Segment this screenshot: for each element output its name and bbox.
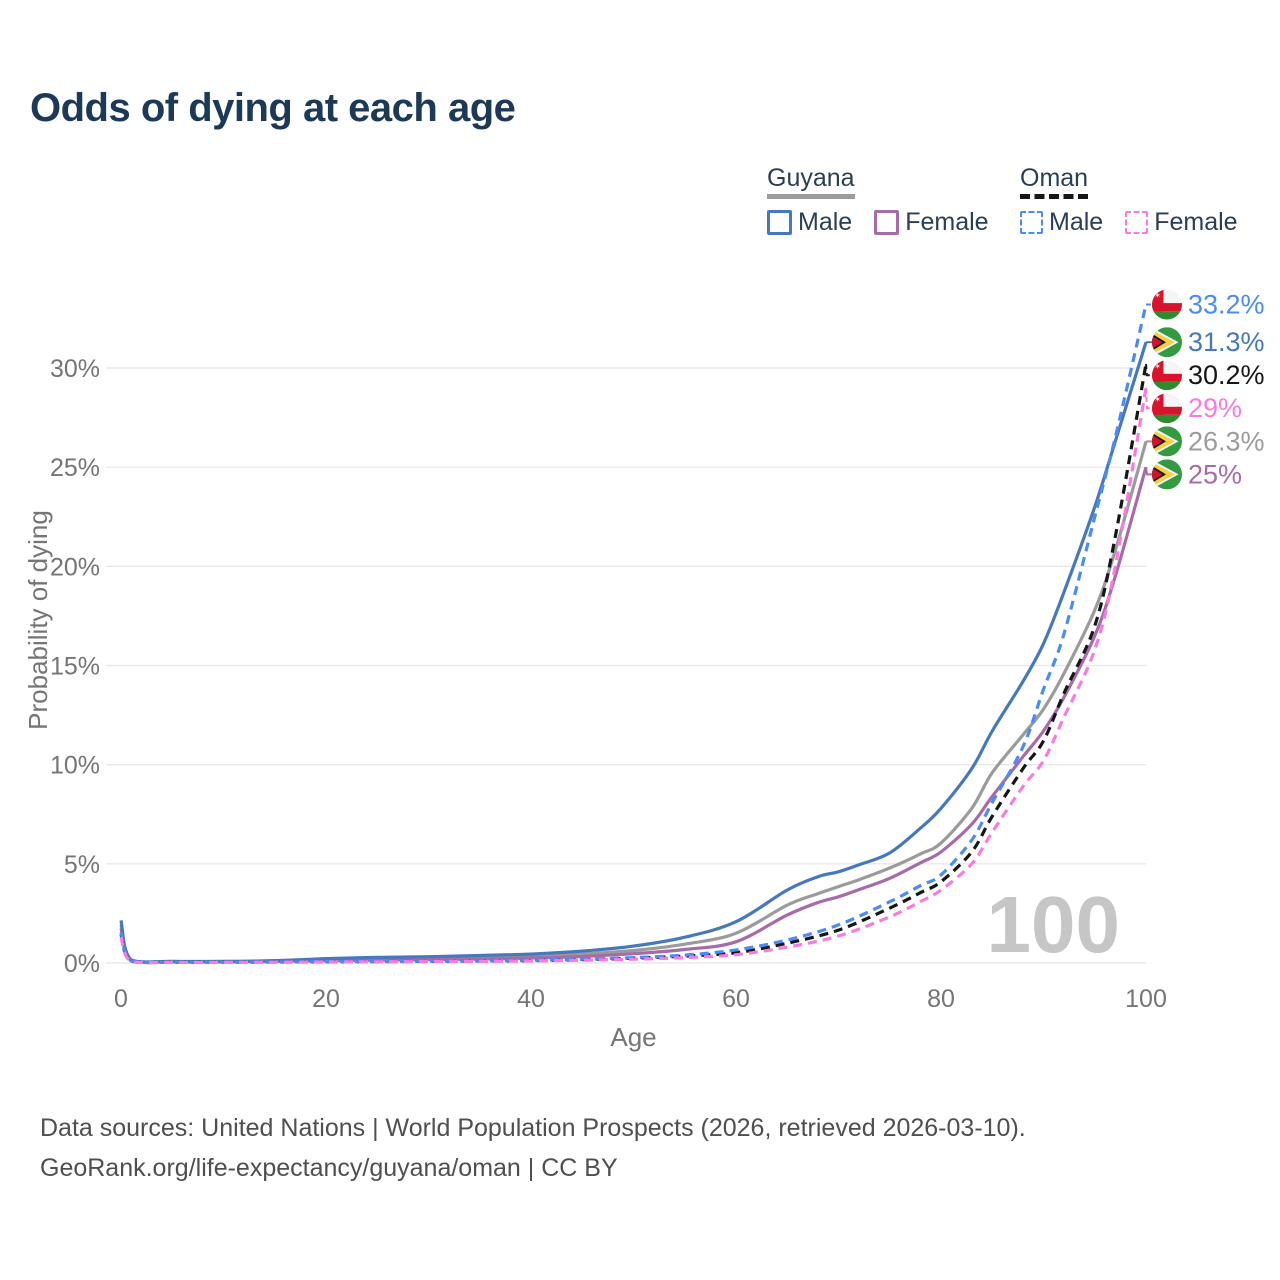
- age-watermark: 100: [987, 880, 1120, 969]
- svg-text:✶: ✶: [1154, 291, 1161, 300]
- end-label-value: 31.3%: [1188, 327, 1265, 357]
- end-label-connector: [1145, 363, 1152, 377]
- legend-row-guyana: Male Female: [767, 208, 1011, 236]
- flag-guyana-icon: [1152, 327, 1182, 358]
- x-axis-title: Age: [610, 1022, 656, 1052]
- legend-group-guyana: Guyana Male Female: [767, 163, 1011, 236]
- series-line-guyana-male[interactable]: [119, 341, 1148, 964]
- end-label-guyana-both: [1152, 426, 1182, 457]
- guyana-female-swatch-icon: [874, 209, 900, 235]
- legend-group-oman-title[interactable]: Oman: [1020, 163, 1089, 199]
- end-label-oman-male: ✶: [1152, 289, 1182, 320]
- footer-attribution-link[interactable]: GeoRank.org/life-expectancy/guyana/oman …: [40, 1154, 618, 1182]
- legend-item-guyana-female[interactable]: Female: [874, 208, 989, 236]
- legend-item-label: Female: [1154, 208, 1238, 236]
- legend-group-oman: Oman Male Female: [1020, 163, 1260, 236]
- legend-item-label: Male: [1049, 208, 1104, 236]
- oman-female-swatch-icon: [1125, 210, 1149, 234]
- flag-oman-icon: ✶: [1152, 289, 1182, 320]
- y-tick-label: 10%: [50, 752, 100, 780]
- guyana-male-swatch-icon: [767, 209, 792, 235]
- end-label-connector: [1145, 467, 1152, 476]
- x-tick-label: 0: [114, 985, 128, 1013]
- end-label-value: 25%: [1188, 459, 1242, 489]
- flag-oman-icon: ✶: [1152, 393, 1182, 424]
- y-tick-label: 20%: [50, 553, 100, 581]
- end-label-connector: [1145, 387, 1152, 410]
- x-tick-label: 40: [517, 985, 545, 1013]
- legend-row-oman: Male Female: [1020, 208, 1260, 236]
- end-label-guyana-female: [1152, 459, 1182, 490]
- end-label-oman-female: ✶: [1152, 393, 1182, 424]
- legend-item-label: Male: [798, 208, 853, 236]
- legend-item-guyana-male[interactable]: Male: [767, 208, 852, 236]
- end-label-guyana-male: [1152, 327, 1182, 358]
- x-tick-label: 20: [312, 985, 340, 1013]
- x-tick-label: 60: [722, 985, 750, 1013]
- end-label-value: 29%: [1188, 393, 1242, 423]
- series-line-oman-female[interactable]: [119, 387, 1148, 965]
- flag-guyana-icon: [1152, 426, 1182, 457]
- y-axis-title: Probability of dying: [23, 510, 53, 730]
- legend-item-oman-female[interactable]: Female: [1125, 208, 1238, 236]
- flag-guyana-icon: [1152, 459, 1182, 490]
- legend: Guyana Male Female Oman Male: [0, 163, 1280, 236]
- chart-title: Odds of dying at each age: [30, 86, 516, 130]
- legend-item-label: Female: [905, 208, 989, 236]
- footer-data-sources: Data sources: United Nations | World Pop…: [40, 1114, 1026, 1142]
- svg-text:✶: ✶: [1154, 395, 1161, 404]
- end-label-value: 30.2%: [1188, 360, 1265, 390]
- series-line-oman-both[interactable]: [119, 363, 1148, 965]
- x-tick-label: 80: [927, 985, 955, 1013]
- y-tick-label: 30%: [50, 355, 100, 383]
- end-label-value: 33.2%: [1188, 290, 1265, 320]
- end-label-value: 26.3%: [1188, 426, 1265, 456]
- legend-item-oman-male[interactable]: Male: [1020, 208, 1103, 236]
- end-label-oman-both: ✶: [1152, 360, 1182, 391]
- x-tick-label: 100: [1125, 985, 1167, 1013]
- chart-plot: 0% 5% 10% 15% 20% 25% 30% 0 20 40 60 80 100 Age Probab…: [23, 289, 1265, 1052]
- y-tick-label: 15%: [50, 652, 100, 680]
- y-tick-label: 25%: [50, 454, 100, 482]
- legend-group-guyana-title[interactable]: Guyana: [767, 163, 855, 199]
- flag-oman-icon: ✶: [1152, 360, 1182, 391]
- oman-male-swatch-icon: [1020, 210, 1043, 234]
- svg-text:✶: ✶: [1154, 362, 1161, 371]
- footer: Data sources: United Nations | World Pop…: [40, 1108, 1026, 1188]
- y-tick-label: 5%: [64, 851, 100, 879]
- y-tick-label: 0%: [64, 950, 100, 978]
